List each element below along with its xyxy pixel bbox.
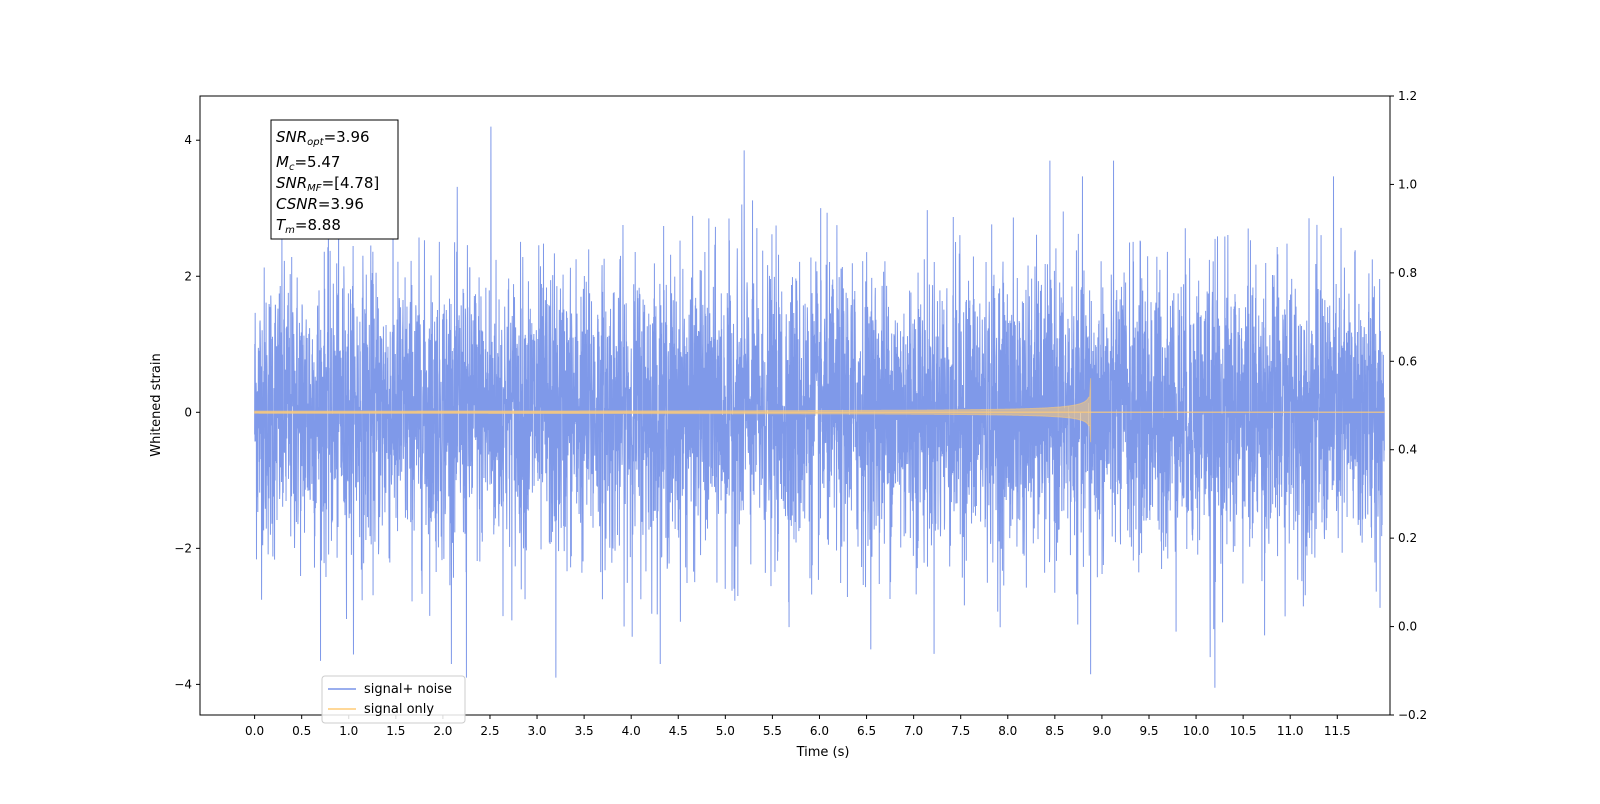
y-tick-label: 0 [184, 405, 192, 419]
annotation-line: SNRMF=[4.78] [276, 174, 379, 194]
legend-entry-label[interactable]: signal only [364, 702, 434, 717]
x-tick-label: 0.5 [292, 724, 311, 738]
y-right-tick-label: 0.2 [1398, 531, 1417, 545]
annotation-symbol: SNR [276, 128, 307, 146]
y-right-tick-label: 0.8 [1398, 266, 1417, 280]
annotation-line: SNRopt=3.96 [276, 128, 370, 148]
annotation-subscript: opt [307, 137, 324, 148]
annotation-symbol: T [276, 216, 287, 234]
annotation-value: =[4.78] [322, 174, 380, 192]
x-tick-label: 7.0 [904, 724, 923, 738]
legend[interactable]: signal+ noise signal only [321, 675, 466, 724]
y-right-tick-label: 0.0 [1398, 620, 1417, 634]
legend-entry-label[interactable]: signal+ noise [364, 682, 452, 697]
annotation-frame [270, 119, 399, 240]
x-tick-label: 3.0 [527, 724, 546, 738]
y-right-tick-label: 0.4 [1398, 443, 1417, 457]
x-tick-label: 6.5 [857, 724, 876, 738]
annotation-subscript: MF [307, 183, 322, 194]
x-tick-label: 10.5 [1230, 724, 1257, 738]
series-signal-plus-noise-line [254, 126, 1385, 688]
axes-frame [199, 95, 1391, 716]
annotation-subscript: c [289, 162, 295, 173]
x-tick-label: 7.5 [951, 724, 970, 738]
x-tick-label: 9.5 [1139, 724, 1158, 738]
annotation-line: Tm=8.88 [276, 216, 341, 236]
annotation-line: Mc=5.47 [276, 153, 340, 173]
x-tick-label: 2.5 [480, 724, 499, 738]
x-tick-label: 6.0 [810, 724, 829, 738]
y-right-tick-label: −0.2 [1398, 708, 1427, 722]
annotation-symbol: SNR [276, 174, 307, 192]
annotation-subscript: m [285, 225, 295, 236]
x-tick-label: 4.0 [622, 724, 641, 738]
y-right-tick-label: 0.6 [1398, 354, 1417, 368]
y-axis-right: −0.2 0.0 0.2 0.4 0.6 0.8 1.0 1.2 [1390, 89, 1427, 722]
series-signal-only-chirp [254, 378, 1092, 443]
x-tick-label: 11.5 [1324, 724, 1351, 738]
x-tick-label: 0.0 [245, 724, 264, 738]
x-tick-label: 2.0 [433, 724, 452, 738]
annotation-symbol: M [276, 153, 289, 171]
y-tick-label: −2 [174, 541, 192, 555]
x-tick-label: 9.0 [1092, 724, 1111, 738]
x-axis-label: Time (s) [796, 745, 850, 760]
annotation-symbol: CSNR [276, 195, 318, 213]
annotation-value: =5.47 [294, 153, 340, 171]
x-tick-label: 1.5 [386, 724, 405, 738]
annotation-line: CSNR=3.96 [276, 195, 364, 213]
stats-annotation-box: SNRopt=3.96Mc=5.47SNRMF=[4.78]CSNR=3.96T… [270, 119, 399, 240]
y-right-tick-label: 1.2 [1398, 89, 1417, 103]
y-axis-left: −4 −2 0 2 4 [174, 133, 200, 691]
annotation-value: =8.88 [295, 216, 341, 234]
legend-frame [321, 675, 466, 724]
plot-area [254, 126, 1385, 688]
x-tick-label: 3.5 [575, 724, 594, 738]
y-tick-label: −4 [174, 677, 192, 691]
annotation-value: =3.96 [318, 195, 364, 213]
x-axis: 0.0 0.5 1.0 1.5 2.0 2.5 3.0 3.5 4.0 4.5 5.0 5.5 6.0 6… [245, 715, 1351, 738]
x-tick-label: 1.0 [339, 724, 358, 738]
x-tick-label: 8.0 [998, 724, 1017, 738]
x-tick-label: 5.0 [716, 724, 735, 738]
x-tick-label: 10.0 [1183, 724, 1210, 738]
x-tick-label: 4.5 [669, 724, 688, 738]
y-axis-label: Whitened strain [149, 353, 164, 456]
y-tick-label: 2 [184, 269, 192, 283]
x-tick-label: 5.5 [763, 724, 782, 738]
annotation-value: =3.96 [324, 128, 370, 146]
x-tick-label: 11.0 [1277, 724, 1304, 738]
y-tick-label: 4 [184, 133, 192, 147]
y-right-tick-label: 1.0 [1398, 177, 1417, 191]
x-tick-label: 8.5 [1045, 724, 1064, 738]
